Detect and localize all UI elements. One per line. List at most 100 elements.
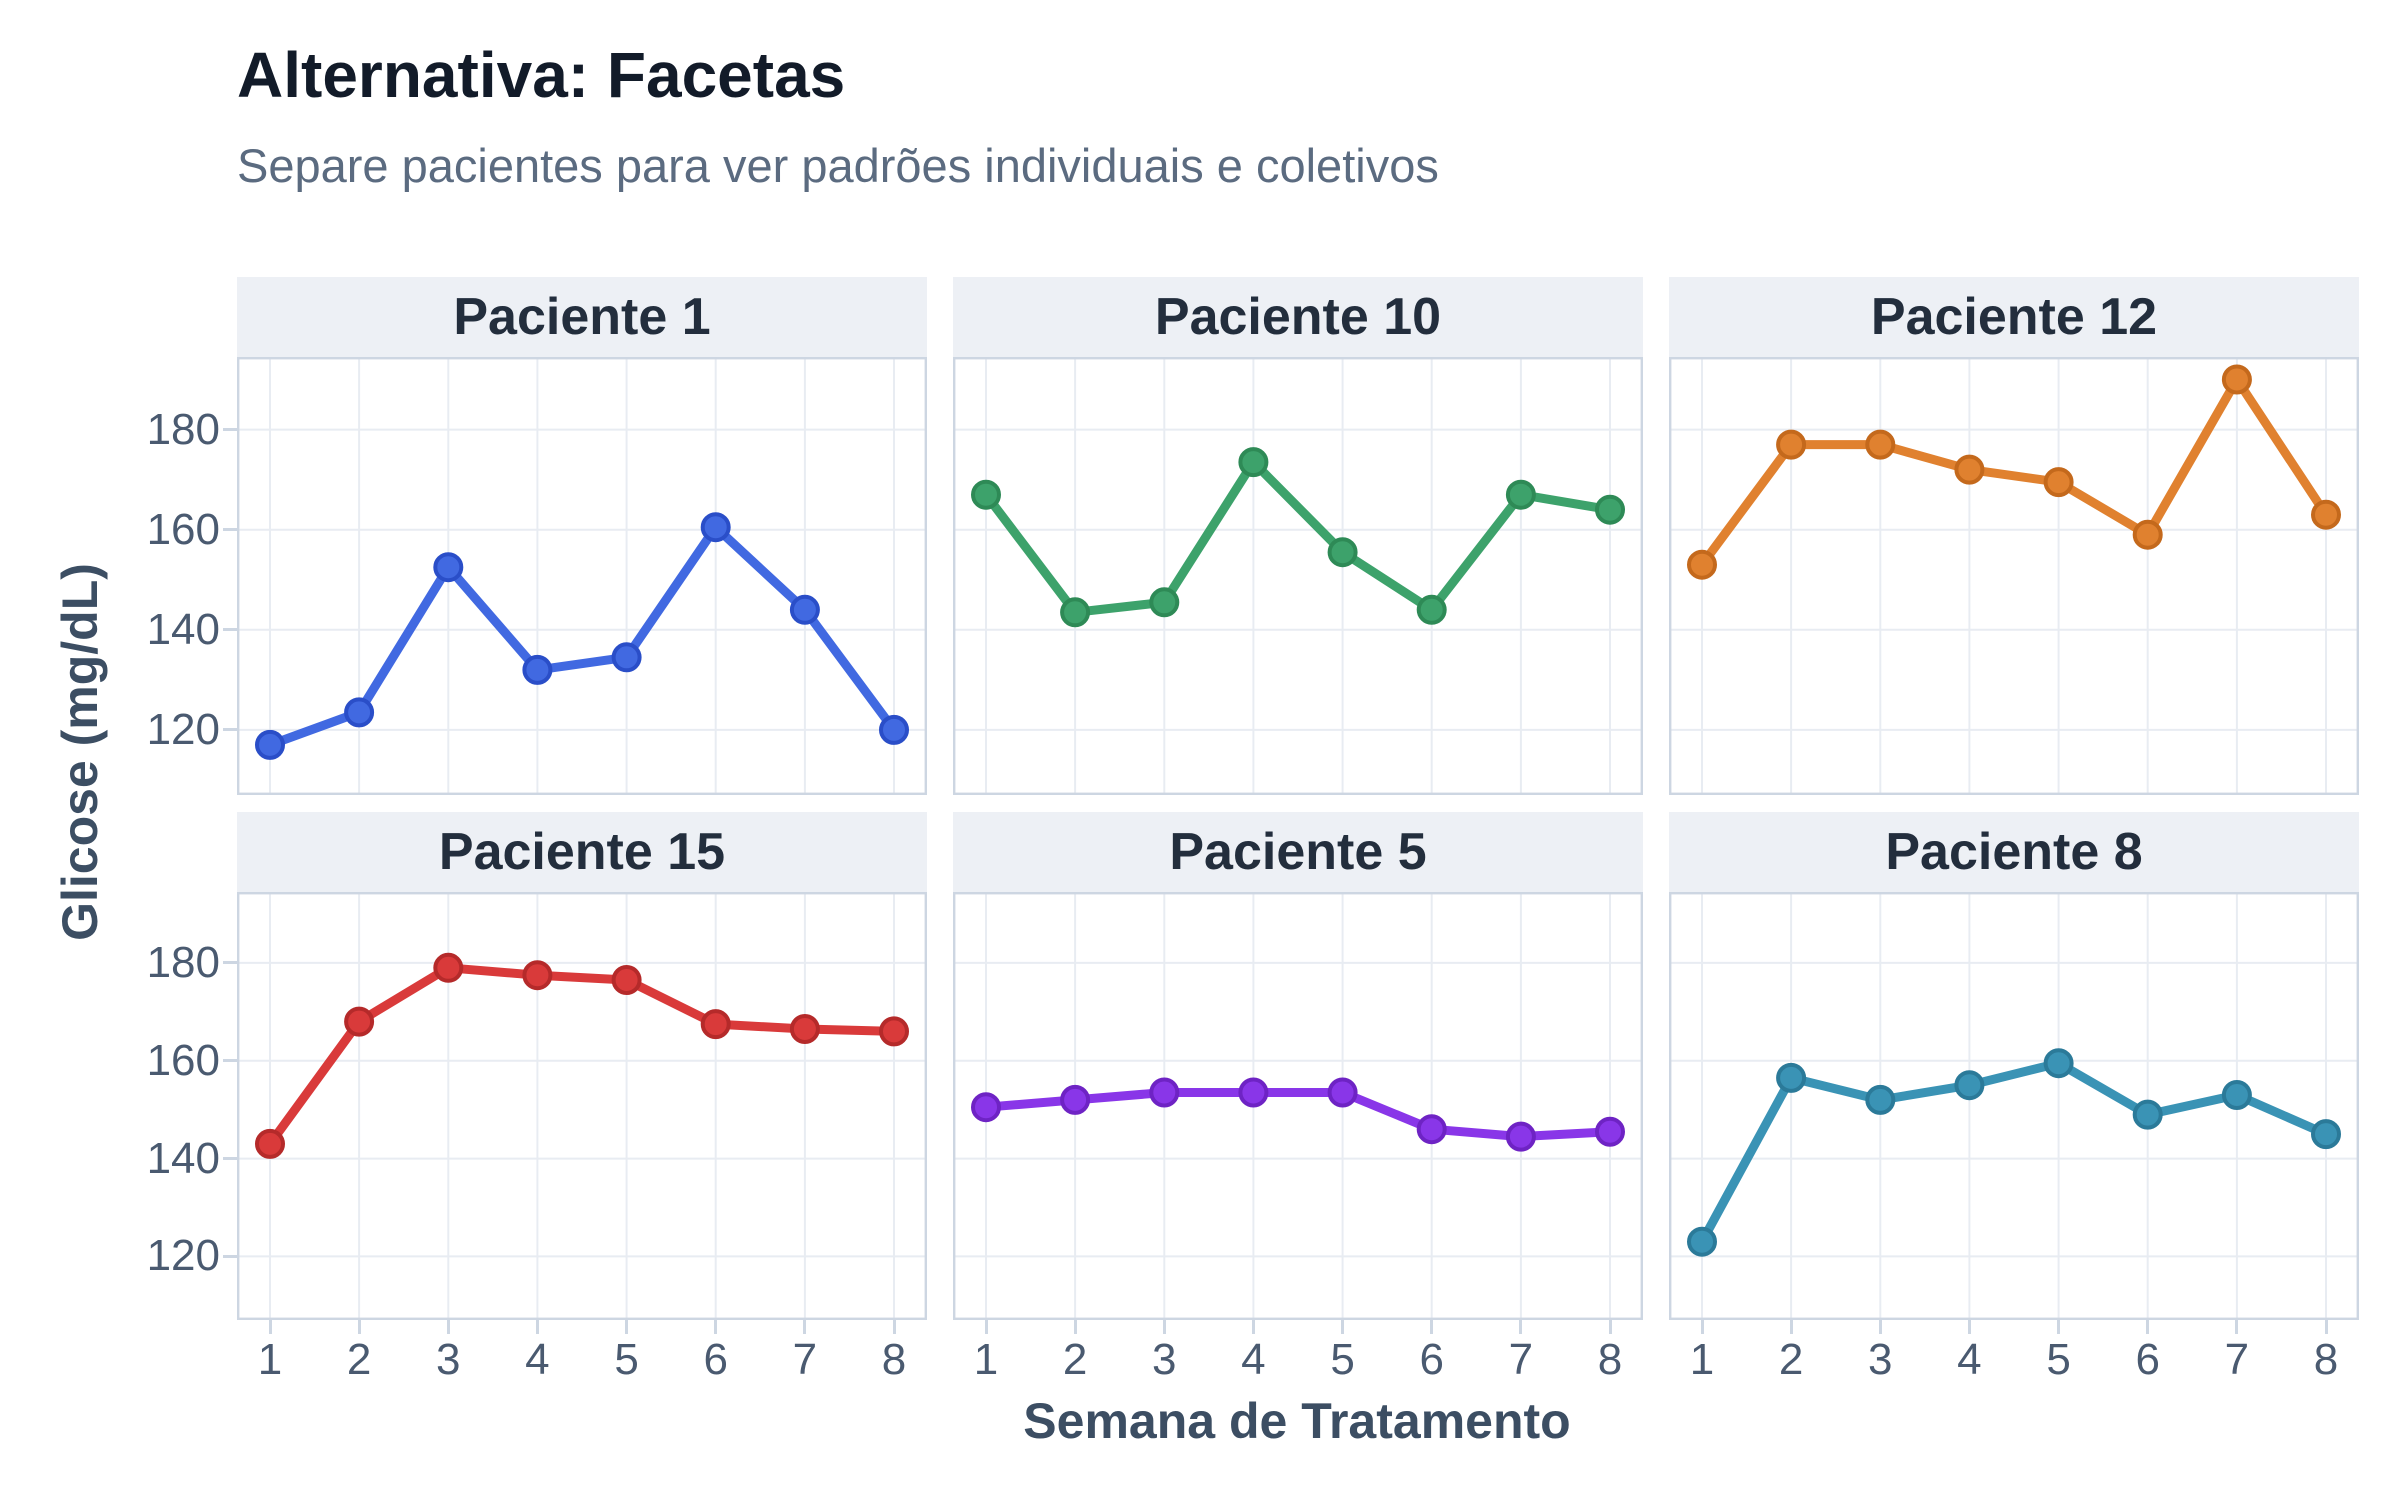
x-tick-mark (984, 1320, 988, 1334)
facet-paciente-12: Paciente 12 (1669, 277, 2359, 795)
plot-border (953, 357, 1643, 795)
x-tick-mark (1341, 1320, 1345, 1334)
data-point (1416, 1114, 1447, 1145)
y-tick-label: 140 (146, 604, 220, 654)
data-point (611, 642, 642, 673)
facet-title: Paciente 10 (1154, 288, 1442, 346)
data-point (1416, 594, 1447, 625)
data-point (611, 965, 642, 995)
y-tick-mark (223, 1059, 237, 1063)
facet-paciente-10: Paciente 10 (953, 277, 1643, 795)
data-point (1865, 429, 1896, 460)
data-line (265, 522, 899, 750)
x-tick-mark (892, 1320, 896, 1334)
data-point (1954, 1070, 1985, 1101)
data-point (1238, 1077, 1269, 1108)
data-point (2311, 499, 2341, 530)
facet-title: Paciente 5 (1169, 823, 1427, 881)
x-tick-label: 8 (1597, 1335, 1623, 1384)
x-tick-label: 4 (1957, 1335, 1982, 1384)
facet-plot (953, 892, 1643, 1320)
facet-title-strip: Paciente 1 (237, 277, 927, 357)
x-tick-mark (357, 1320, 361, 1334)
y-tick-mark (223, 1254, 237, 1258)
grid (237, 357, 927, 795)
x-tick-label: 1 (257, 1335, 283, 1384)
x-tick-mark (2146, 1320, 2150, 1334)
data-point (1327, 537, 1358, 568)
data-point (971, 479, 1001, 510)
data-line (265, 963, 899, 1149)
x-tick-label: 5 (1330, 1335, 1355, 1384)
data-point (2311, 1119, 2341, 1150)
grid (1669, 357, 2359, 795)
data-point (433, 552, 464, 583)
facet-paciente-15: Paciente 15 (237, 812, 927, 1320)
x-tick-label: 4 (525, 1335, 550, 1384)
grid (953, 892, 1643, 1320)
x-tick-mark (714, 1320, 718, 1334)
plot-border (953, 892, 1643, 1320)
data-point (1595, 494, 1625, 525)
facet-title-strip: Paciente 15 (237, 812, 927, 892)
x-tick-label: 7 (792, 1335, 818, 1384)
data-point (2132, 1099, 2163, 1130)
grid (953, 357, 1643, 795)
facet-title-strip: Paciente 5 (953, 812, 1643, 892)
x-tick-label: 3 (1152, 1335, 1177, 1384)
data-point (1505, 479, 1536, 510)
facet-title: Paciente 12 (1870, 288, 2158, 346)
y-tick-mark (223, 961, 237, 965)
data-point (2043, 1048, 2074, 1079)
y-tick-mark (223, 528, 237, 532)
facet-title: Paciente 8 (1885, 823, 2143, 881)
data-point (1505, 1121, 1536, 1152)
data-line (1697, 375, 2331, 570)
data-point (1687, 549, 1717, 580)
x-tick-label: 2 (1062, 1335, 1088, 1384)
data-point (1060, 1084, 1091, 1115)
x-axis-title: Semana de Tratamento (1023, 1393, 1571, 1449)
data-point (1865, 1084, 1896, 1115)
data-point (255, 1128, 285, 1159)
data-point (789, 1014, 820, 1044)
y-tick-label: 120 (146, 704, 220, 754)
data-point (344, 1006, 375, 1037)
x-tick-mark (2324, 1320, 2328, 1334)
x-tick-label: 6 (703, 1335, 728, 1384)
x-tick-mark (625, 1320, 629, 1334)
data-line (1697, 1058, 2331, 1247)
data-point (789, 594, 820, 625)
y-tick-label: 180 (146, 937, 220, 987)
grid (237, 892, 927, 1320)
x-tick-mark (2235, 1320, 2239, 1334)
page-subtitle: Separe pacientes para ver padrões indivi… (237, 139, 1439, 192)
x-tick-label: 8 (2313, 1335, 2339, 1384)
page-title: Alternativa: Facetas (237, 39, 846, 111)
y-tick-mark (223, 628, 237, 632)
x-tick-mark (1251, 1320, 1255, 1334)
data-point (1776, 429, 1807, 460)
data-point (700, 1009, 731, 1040)
data-point (879, 1016, 909, 1047)
facet-title-strip: Paciente 12 (1669, 277, 2359, 357)
x-tick-label: 8 (881, 1335, 907, 1384)
data-point (522, 654, 553, 685)
x-tick-mark (1073, 1320, 1077, 1334)
x-tick-mark (1162, 1320, 1166, 1334)
data-point (522, 960, 553, 991)
x-tick-mark (1967, 1320, 1971, 1334)
facet-paciente-5: Paciente 5 (953, 812, 1643, 1320)
y-tick-mark (223, 1157, 237, 1161)
y-tick-label: 160 (146, 1035, 220, 1085)
data-point (971, 1092, 1001, 1123)
facet-paciente-8: Paciente 8 (1669, 812, 2359, 1320)
facet-title: Paciente 1 (453, 288, 711, 346)
x-tick-label: 1 (973, 1335, 999, 1384)
x-tick-label: 6 (1419, 1335, 1444, 1384)
facet-title-strip: Paciente 10 (953, 277, 1643, 357)
data-point (255, 729, 285, 760)
plot-border (237, 892, 927, 1320)
data-point (879, 714, 909, 745)
